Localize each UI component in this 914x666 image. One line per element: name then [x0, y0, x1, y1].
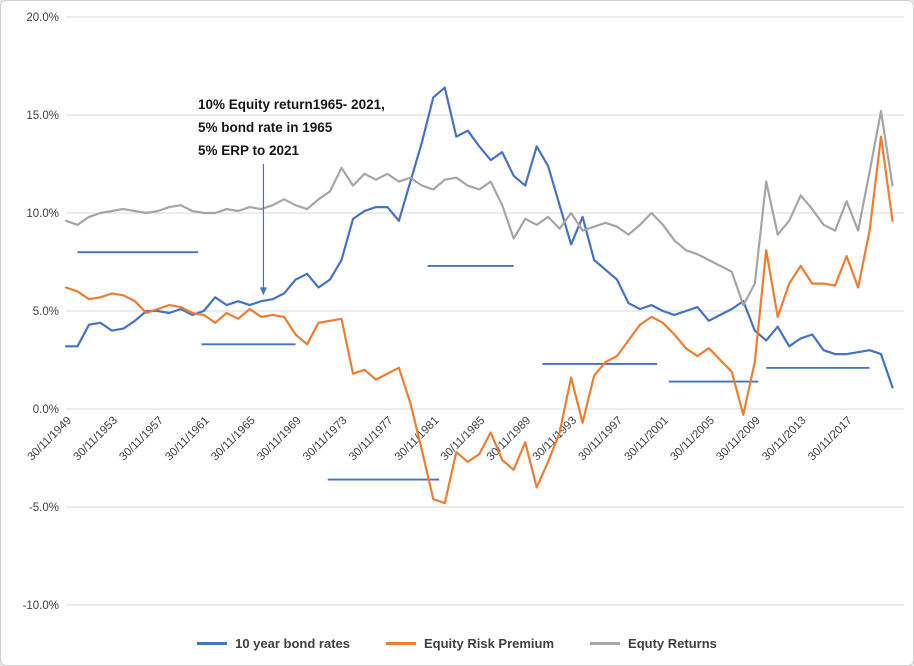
legend-label-equity-returns: Equty Returns: [628, 636, 717, 651]
line-chart: 20.0% 15.0% 10.0% 5.0% 0.0% -5.0% -10.0% 30/11/…: [23, 12, 904, 612]
svg-text:30/11/2009: 30/11/2009: [714, 415, 763, 464]
legend-item-equity-returns: Equty Returns: [590, 636, 717, 651]
svg-text:30/11/1957: 30/11/1957: [117, 415, 166, 464]
svg-text:30/11/2013: 30/11/2013: [760, 415, 809, 464]
svg-text:30/11/1985: 30/11/1985: [439, 415, 488, 464]
svg-text:5.0%: 5.0%: [33, 306, 59, 318]
svg-text:30/11/1961: 30/11/1961: [163, 415, 212, 464]
legend-line-swatch-blue: [197, 642, 228, 645]
svg-text:30/11/1969: 30/11/1969: [255, 415, 304, 464]
svg-text:30/11/1993: 30/11/1993: [531, 415, 580, 464]
annotation-line-1: 10% Equity return1965- 2021,: [198, 97, 385, 112]
legend-label-bond-rates: 10 year bond rates: [235, 636, 350, 651]
svg-text:30/11/1989: 30/11/1989: [485, 415, 534, 464]
chart-annotation: 10% Equity return1965- 2021, 5% bond rat…: [198, 93, 448, 162]
svg-text:20.0%: 20.0%: [26, 12, 59, 24]
legend-item-bond-rates: 10 year bond rates: [197, 636, 350, 651]
svg-text:0.0%: 0.0%: [33, 404, 59, 416]
svg-text:30/11/1981: 30/11/1981: [393, 415, 442, 464]
svg-text:30/11/1973: 30/11/1973: [301, 415, 350, 464]
legend: 10 year bond rates Equity Risk Premium E…: [1, 636, 913, 651]
svg-text:10.0%: 10.0%: [26, 208, 59, 220]
legend-line-swatch-orange: [386, 642, 416, 645]
svg-text:-10.0%: -10.0%: [23, 600, 59, 612]
legend-item-equity-risk-premium: Equity Risk Premium: [386, 636, 554, 651]
svg-text:30/11/1953: 30/11/1953: [71, 415, 120, 464]
annotation-line-2: 5% bond rate in 1965: [198, 120, 333, 135]
annotation-line-3: 5% ERP to 2021: [198, 143, 300, 158]
svg-text:-5.0%: -5.0%: [29, 502, 59, 514]
svg-text:15.0%: 15.0%: [26, 110, 59, 122]
svg-text:30/11/2001: 30/11/2001: [622, 415, 671, 464]
svg-text:30/11/1949: 30/11/1949: [26, 415, 75, 464]
svg-text:30/11/1965: 30/11/1965: [209, 415, 258, 464]
svg-text:30/11/2005: 30/11/2005: [668, 415, 717, 464]
legend-line-swatch-gray: [590, 642, 621, 645]
legend-label-equity-risk-premium: Equity Risk Premium: [424, 636, 555, 651]
svg-text:30/11/1977: 30/11/1977: [347, 415, 396, 464]
svg-text:30/11/2017: 30/11/2017: [806, 415, 855, 464]
